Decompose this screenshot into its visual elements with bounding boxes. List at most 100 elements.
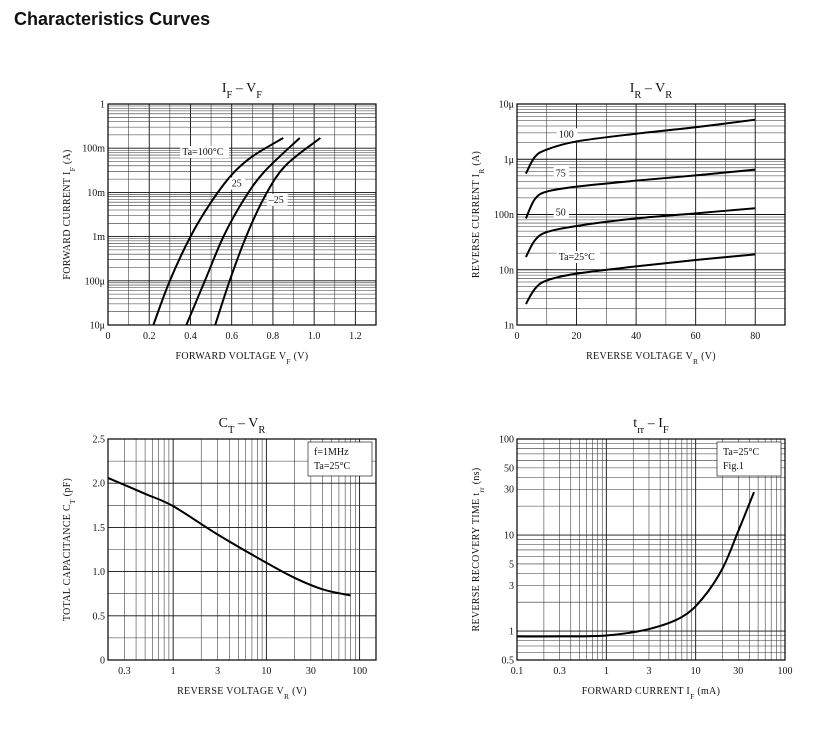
x-tick-label: 80: [750, 331, 760, 342]
x-tick-label: 0.2: [143, 331, 156, 342]
x-tick-label: 3: [215, 666, 220, 677]
x-axis-label: FORWARD CURRENT IF (mA): [582, 686, 720, 701]
series-curve: [525, 253, 756, 305]
series-label-bg: [180, 146, 230, 159]
chart-title: IR – VR: [630, 81, 673, 101]
conditions-text: Ta=25°C: [314, 461, 350, 472]
x-tick-label: 0.3: [118, 666, 131, 677]
grid: [107, 103, 377, 326]
series-label-bg: [553, 167, 569, 180]
y-tick-label: 2.5: [93, 435, 106, 446]
conditions-box: [307, 441, 373, 477]
y-tick-label: 1: [100, 100, 105, 111]
conditions-text: Ta=25°C: [723, 447, 759, 458]
chart-ct-vr: 0.3 1 3 10 30 100 2.5 2.0 1.5 1.0 0.5 0 CT – VR REVER…: [62, 416, 377, 701]
y-tick-label: 0.5: [502, 656, 515, 667]
series-label-bg: [556, 128, 578, 141]
x-tick-label: 0.1: [511, 666, 524, 677]
y-tick-label: 10: [504, 531, 514, 542]
conditions-text: f=1MHz: [314, 447, 349, 458]
y-tick-label: 10n: [499, 265, 514, 276]
page-title: Characteristics Curves: [14, 9, 211, 29]
x-tick-label: 100: [778, 666, 793, 677]
conditions-text: Fig.1: [723, 461, 744, 472]
y-tick-label: 1n: [504, 321, 514, 332]
x-tick-label: 3: [646, 666, 651, 677]
series-label: –25: [268, 195, 284, 206]
series-label: Ta=100°C: [182, 147, 223, 158]
series-curve: [516, 491, 755, 638]
series-label-bg: [556, 251, 600, 264]
chart-trr-if: 0.1 0.3 1 3 10 30 100 100 50 30 10 5 3 1 0.5 trr – IF FO…: [471, 416, 793, 701]
series-label-bg: [553, 206, 569, 219]
series-label: 50: [556, 208, 566, 219]
x-tick-label: 40: [631, 331, 641, 342]
series-curve: [152, 137, 284, 326]
y-tick-label: 5: [509, 559, 514, 570]
plot-frame: [107, 438, 377, 661]
x-tick-label: 0.8: [267, 331, 280, 342]
series-curve: [107, 476, 351, 597]
y-tick-label: 1μ: [504, 155, 514, 166]
series-curve: [525, 118, 756, 175]
chart-title: IF – VF: [222, 81, 262, 101]
chart-ir-vr: 0 20 40 60 80 10μ 1μ 100n 10n 1n IR – VR REVERSE VO…: [471, 81, 786, 366]
y-axis-label: TOTAL CAPACITANCE CT (pF): [62, 478, 77, 621]
y-tick-label: 100m: [82, 144, 105, 155]
conditions-box: [716, 441, 782, 477]
x-tick-label: 0: [106, 331, 111, 342]
y-tick-label: 100n: [494, 210, 514, 221]
series-label: Ta=25°C: [559, 252, 595, 263]
y-tick-label: 3: [509, 581, 514, 592]
series-label: 25: [232, 179, 242, 190]
series-label-bg: [229, 177, 245, 190]
plot-frame: [516, 103, 786, 326]
series-label: 100: [559, 129, 574, 140]
y-tick-label: 50: [504, 463, 514, 474]
y-tick-label: 1.0: [93, 567, 106, 578]
series-label: 75: [556, 168, 566, 179]
x-axis-label: REVERSE VOLTAGE VR (V): [586, 351, 716, 366]
series-curve: [525, 207, 756, 258]
y-tick-label: 10μ: [90, 321, 105, 332]
x-tick-label: 30: [733, 666, 743, 677]
x-tick-label: 100: [352, 666, 367, 677]
series-curve: [214, 137, 321, 326]
x-tick-label: 0.3: [553, 666, 566, 677]
y-axis-label: FORWARD CURRENT IF (A): [62, 149, 77, 279]
y-axis-label: REVERSE RECOVERY TIME trr (ns): [471, 467, 486, 631]
x-axis-label: FORWARD VOLTAGE VF (V): [176, 351, 309, 366]
y-tick-label: 1m: [92, 232, 105, 243]
x-tick-label: 0.6: [225, 331, 238, 342]
chart-if-vf: 0 0.2 0.4 0.6 0.8 1.0 1.2 1 100m 10m 1m 100μ 10μ IF –…: [62, 81, 377, 366]
y-tick-label: 1.5: [93, 523, 106, 534]
chart-title: CT – VR: [219, 416, 266, 436]
x-axis-label: REVERSE VOLTAGE VR (V): [177, 686, 307, 701]
series-label-bg: [266, 193, 288, 206]
plot-frame: [107, 103, 377, 326]
y-tick-label: 0: [100, 656, 105, 667]
x-tick-label: 1: [171, 666, 176, 677]
y-tick-label: 100μ: [85, 276, 105, 287]
y-tick-label: 1: [509, 627, 514, 638]
x-tick-label: 10: [261, 666, 271, 677]
x-tick-label: 1: [604, 666, 609, 677]
chart-title: trr – IF: [633, 416, 669, 436]
series-curve: [525, 168, 756, 219]
plot-frame: [516, 438, 786, 661]
y-tick-label: 0.5: [93, 611, 106, 622]
y-axis-label: REVERSE CURRENT IR (A): [471, 151, 486, 278]
x-tick-label: 0: [515, 331, 520, 342]
series-curve: [185, 137, 301, 326]
x-tick-label: 1.2: [349, 331, 362, 342]
x-tick-label: 10: [691, 666, 701, 677]
y-tick-label: 100: [499, 435, 514, 446]
x-tick-label: 0.4: [184, 331, 197, 342]
y-tick-label: 30: [504, 485, 514, 496]
y-tick-label: 10m: [87, 188, 105, 199]
x-tick-label: 60: [691, 331, 701, 342]
x-tick-label: 1.0: [308, 331, 321, 342]
x-tick-label: 30: [306, 666, 316, 677]
y-tick-label: 2.0: [93, 479, 106, 490]
y-tick-label: 10μ: [499, 100, 514, 111]
